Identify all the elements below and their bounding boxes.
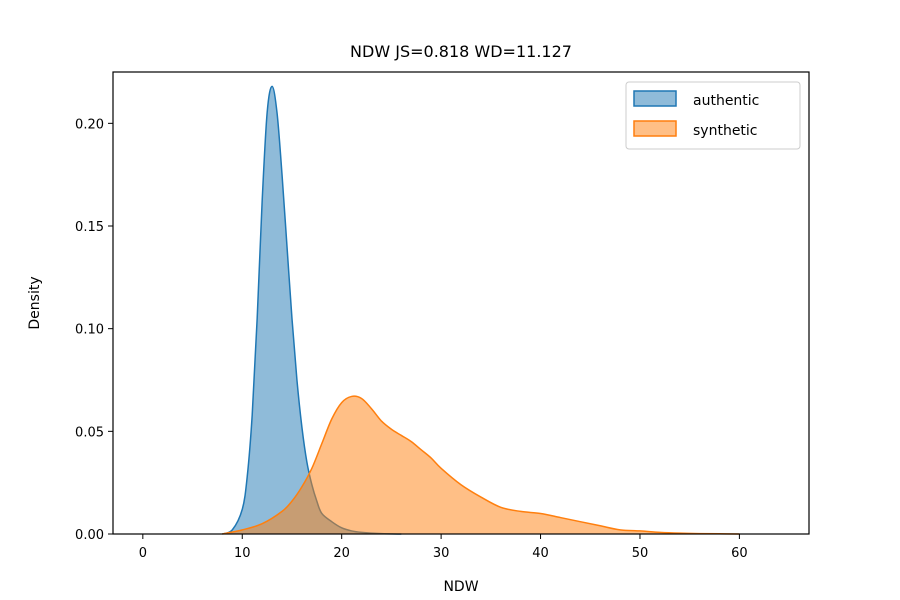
plot-area: [222, 85, 740, 535]
x-tick-label: 60: [731, 546, 748, 561]
legend-swatch-synthetic: [633, 120, 677, 137]
x-tick-label: 0: [139, 546, 147, 561]
y-axis: 0.00 0.05 0.10 0.15 0.20: [75, 117, 113, 543]
series-line-synthetic: [222, 395, 740, 535]
legend-swatch-authentic: [633, 90, 677, 107]
y-tick-label: 0.00: [75, 528, 104, 543]
legend: authentic synthetic: [625, 81, 801, 150]
legend-label-synthetic: synthetic: [693, 123, 758, 139]
chart-title: NDW JS=0.818 WD=11.127: [350, 42, 572, 61]
y-tick-label: 0.10: [75, 323, 104, 338]
x-axis: 0 10 20 30 40 50 60: [139, 534, 748, 561]
x-tick-label: 50: [632, 546, 649, 561]
x-tick-label: 20: [333, 546, 350, 561]
series-area-synthetic: [222, 396, 740, 534]
axes-frame: [112, 71, 810, 535]
legend-label-authentic: authentic: [693, 93, 759, 109]
x-tick-label: 30: [433, 546, 450, 561]
y-tick-label: 0.05: [75, 425, 104, 440]
x-tick-label: 40: [532, 546, 549, 561]
y-axis-label: Density: [27, 276, 43, 329]
y-tick-label: 0.20: [75, 117, 104, 132]
series-area-authentic: [222, 86, 402, 535]
x-axis-label: NDW: [443, 579, 478, 595]
y-tick-label: 0.15: [75, 220, 104, 235]
x-tick-label: 10: [234, 546, 251, 561]
